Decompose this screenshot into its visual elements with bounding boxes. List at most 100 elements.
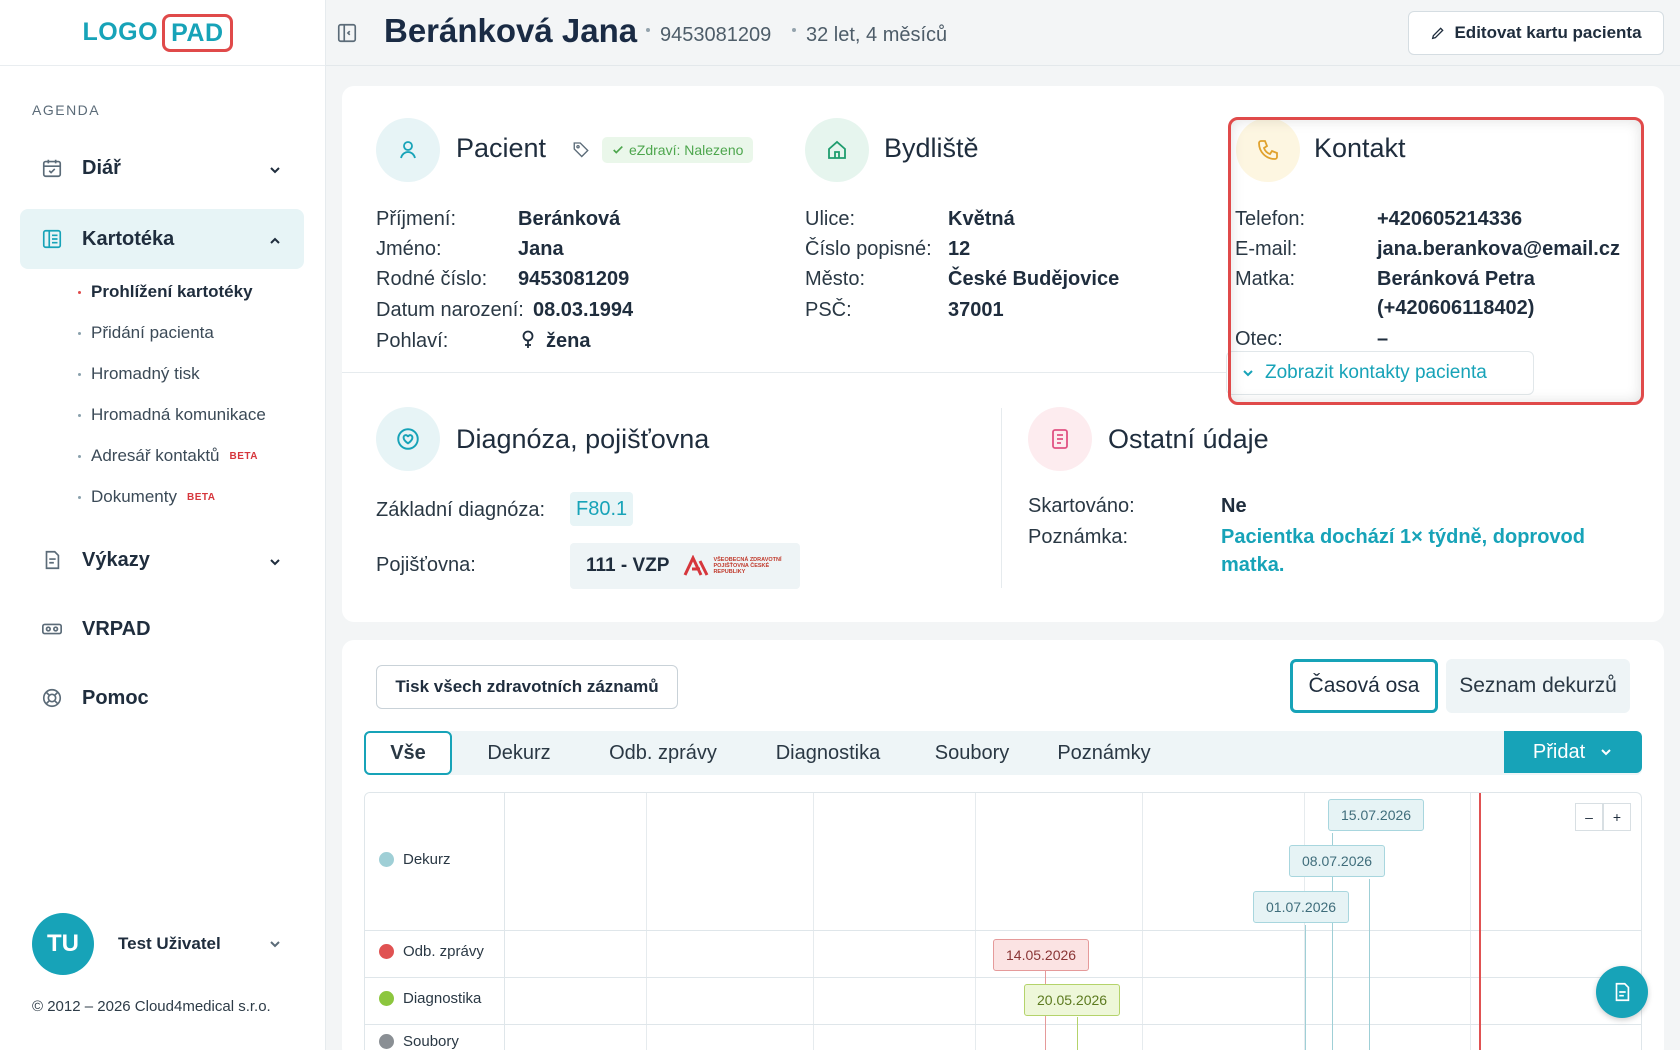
tab-odb-zpravy[interactable]: Odb. zprávy: [609, 741, 717, 764]
document-fab-button[interactable]: [1596, 966, 1648, 1018]
field-label: Číslo popisné:: [805, 238, 932, 260]
sidebar-item-vykazy[interactable]: Výkazy: [20, 530, 304, 590]
tag-icon[interactable]: [572, 140, 590, 163]
records-timeline[interactable]: Dekurz Odb. zprávy Diagnostika Soubory 1…: [364, 792, 1642, 1050]
field-label: Příjmení:: [376, 208, 457, 230]
vr-headset-icon: [40, 617, 64, 641]
grid-line: [646, 793, 647, 1050]
field-value-note: Pacientka dochází 1× týdně, doprovod: [1221, 526, 1585, 548]
field-label: Datum narození:: [376, 299, 524, 321]
field-label: Matka:: [1235, 268, 1296, 290]
row-divider: [365, 1024, 1641, 1025]
chevron-up-icon: [268, 231, 282, 254]
field-value-shredded: Ne: [1221, 495, 1247, 517]
diagnosis-label: Základní diagnóza:: [376, 499, 546, 521]
row-color-dot: [379, 991, 394, 1006]
insurer-label: Pojišťovna:: [376, 554, 476, 576]
field-label: E-mail:: [1235, 238, 1298, 260]
row-color-dot: [379, 944, 394, 959]
row-label: Dekurz: [403, 851, 451, 868]
subitem-label: Hromadný tisk: [91, 364, 200, 383]
separator-dot: [792, 28, 796, 32]
row-label: Diagnostika: [403, 990, 482, 1007]
row-divider: [365, 977, 1641, 978]
tab-poznamky[interactable]: Poznámky: [1057, 741, 1151, 764]
tab-soubory[interactable]: Soubory: [934, 741, 1010, 764]
field-value-phone: +420605214336: [1377, 208, 1523, 230]
row-color-dot: [379, 852, 394, 867]
separator-dot: [646, 28, 650, 32]
event-diagnostika[interactable]: 20.05.2026: [1024, 984, 1121, 1016]
field-label: Poznámka:: [1028, 526, 1129, 548]
chevron-down-icon: [1243, 370, 1253, 377]
view-list-button[interactable]: Seznam dekurzů: [1446, 659, 1630, 713]
event-odb-zprava[interactable]: 14.05.2026: [993, 939, 1090, 971]
user-name: Test Uživatel: [118, 934, 221, 953]
tab-diagnostika[interactable]: Diagnostika: [775, 741, 881, 764]
logo-area: LOGO PAD: [0, 0, 325, 66]
event-dekurz[interactable]: 08.07.2026: [1289, 845, 1386, 877]
logo[interactable]: LOGO PAD: [82, 13, 233, 52]
subitem-hromadna-komunikace[interactable]: Hromadná komunikace: [78, 405, 266, 425]
row-label: Soubory: [403, 1033, 459, 1050]
event-dekurz[interactable]: 01.07.2026: [1253, 891, 1350, 923]
bullet-dot: [78, 413, 81, 417]
check-icon: [613, 145, 623, 154]
divider: [342, 372, 1226, 373]
show-patient-contacts-button[interactable]: Zobrazit kontakty pacienta: [1226, 351, 1534, 395]
timeline-label-column: [365, 793, 505, 1050]
contact-section-title: Kontakt: [1314, 133, 1406, 163]
subitem-dokumenty[interactable]: Dokumenty BETA: [78, 487, 215, 507]
subitem-label: Prohlížení kartotéky: [91, 282, 253, 301]
add-record-button[interactable]: Přidat: [1504, 731, 1642, 773]
event-dekurz[interactable]: 15.07.2026: [1328, 799, 1425, 831]
other-section-title: Ostatní údaje: [1108, 424, 1269, 454]
sidebar-item-pomoc[interactable]: Pomoc: [20, 668, 304, 728]
print-all-records-button[interactable]: Tisk všech zdravotních záznamů: [376, 665, 678, 709]
bullet-dot: [78, 372, 81, 376]
grid-line: [813, 793, 814, 1050]
timeline-row-soubory: Soubory: [379, 1033, 459, 1050]
patient-name: Beránková Jana: [384, 12, 638, 49]
vzp-logo: VŠEOBECNÁ ZDRAVOTNÍ POJIŠŤOVNA ČESKÉ REP…: [683, 555, 783, 577]
field-value-gender: žena: [546, 330, 591, 352]
section-label-agenda: AGENDA: [32, 102, 101, 118]
show-contacts-label: Zobrazit kontakty pacienta: [1265, 362, 1487, 383]
sidebar-item-diar[interactable]: Diář: [20, 138, 304, 198]
beta-badge: BETA: [229, 450, 258, 462]
view-timeline-button[interactable]: Časová osa: [1290, 659, 1438, 713]
patient-icon: [376, 118, 440, 182]
user-menu[interactable]: TU Test Uživatel: [32, 913, 292, 975]
add-button-label: Přidat: [1532, 740, 1586, 763]
timeline-row-dekurz: Dekurz: [379, 851, 451, 868]
diagnosis-code-link[interactable]: F80.1: [570, 492, 634, 526]
patient-age: 32 let, 4 měsíců: [806, 24, 948, 46]
zoom-in-button[interactable]: +: [1603, 803, 1631, 831]
logo-text-pad: PAD: [162, 13, 233, 52]
field-value-zip: 37001: [948, 299, 1004, 321]
row-divider: [365, 930, 1641, 931]
highlight-box: [1228, 117, 1644, 405]
field-value-house-number: 12: [948, 238, 971, 260]
subitem-prohlizeni-kartoteky[interactable]: Prohlížení kartotéky: [78, 282, 253, 302]
row-color-dot: [379, 1034, 394, 1049]
subitem-pridani-pacienta[interactable]: Přidání pacienta: [78, 323, 214, 343]
insurer-badge: 111 - VZP VŠEOBECNÁ ZDRAVOTNÍ POJIŠŤOVNA…: [570, 543, 800, 589]
tab-vse[interactable]: Vše: [364, 731, 452, 775]
field-label: Ulice:: [805, 208, 856, 230]
bullet-dot: [78, 454, 81, 458]
sidebar-collapse-icon[interactable]: [336, 22, 358, 49]
subitem-hromadny-tisk[interactable]: Hromadný tisk: [78, 364, 200, 384]
sidebar: LOGO PAD AGENDA Diář Kartotéka Prohlížen…: [0, 0, 326, 1050]
bullet-dot: [78, 495, 81, 499]
sidebar-item-vrpad[interactable]: VRPAD: [20, 599, 304, 659]
report-icon: [40, 548, 64, 572]
ezdravi-status-label: eZdraví: Nalezeno: [629, 142, 744, 158]
tab-dekurz[interactable]: Dekurz: [487, 741, 551, 764]
subitem-adresar-kontaktu[interactable]: Adresář kontaktů BETA: [78, 446, 258, 466]
sidebar-item-kartoteka[interactable]: Kartotéka: [20, 209, 304, 269]
zoom-out-button[interactable]: –: [1575, 803, 1603, 831]
edit-patient-card-button[interactable]: Editovat kartu pacienta: [1408, 11, 1664, 55]
field-label: Telefon:: [1235, 208, 1306, 230]
document-icon: [1028, 407, 1092, 471]
